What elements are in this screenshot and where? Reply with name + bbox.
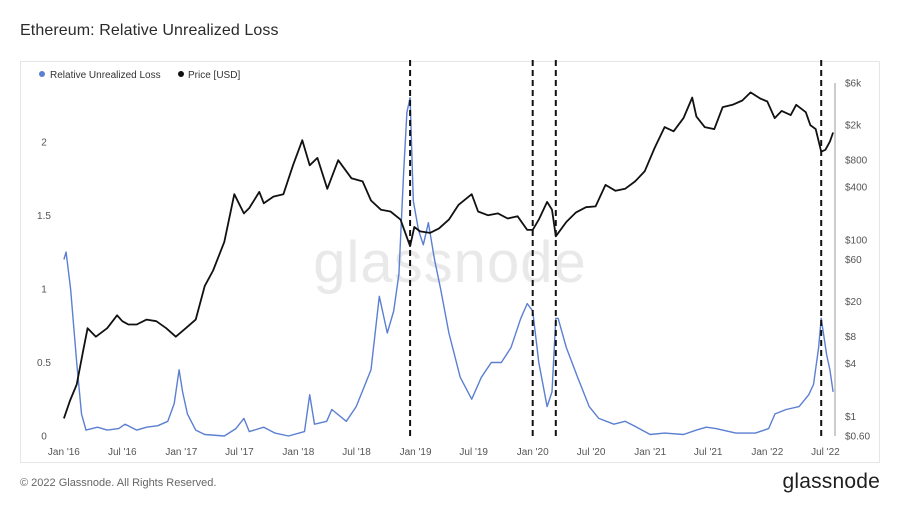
series-relative-unrealized-loss-line: [63, 97, 834, 437]
x-tick-label: Jul '20: [577, 447, 606, 458]
series-price-line: [63, 91, 834, 419]
y-right-tick-label: $6k: [845, 79, 862, 90]
watermark-text: glassnode: [313, 230, 586, 295]
y-left-tick-label: 0.5: [37, 358, 51, 369]
y-right-tick-label: $60: [845, 255, 862, 266]
x-tick-label: Jul '19: [459, 447, 488, 458]
legend-price-marker: [178, 71, 184, 77]
legend-loss-marker: [39, 71, 45, 77]
x-tick-label: Jan '18: [282, 447, 314, 458]
legend-loss-label[interactable]: Relative Unrealized Loss: [50, 70, 161, 81]
y-left-tick-label: 2: [41, 137, 47, 148]
y-left-axis: 0 0.5 1 1.5 2: [37, 137, 51, 442]
x-tick-label: Jan '19: [400, 447, 432, 458]
x-tick-label: Jan '20: [517, 447, 549, 458]
y-right-tick-label: $4: [845, 359, 857, 370]
x-tick-label: Jul '18: [342, 447, 371, 458]
x-axis: Jan '16 Jul '16 Jan '17 Jul '17 Jan '18 Jul '…: [48, 447, 840, 458]
y-right-axis: $0.60 $1 $4 $8 $20 $60 $100 $400 $800 $2k $6k: [845, 79, 870, 443]
x-tick-label: Jul '22: [811, 447, 840, 458]
page-title: Ethereum: Relative Unrealized Loss: [20, 22, 279, 39]
y-right-tick-label: $8: [845, 332, 857, 343]
x-tick-label: Jul '17: [225, 447, 254, 458]
x-tick-label: Jan '22: [751, 447, 783, 458]
footer-copyright: © 2022 Glassnode. All Rights Reserved.: [20, 477, 217, 489]
y-right-tick-label: $20: [845, 297, 862, 308]
legend-price-label[interactable]: Price [USD]: [188, 70, 240, 81]
y-right-tick-label: $1: [845, 412, 857, 423]
y-right-tick-label: $800: [845, 156, 868, 167]
event-lines: [409, 60, 823, 440]
x-tick-label: Jul '16: [108, 447, 137, 458]
y-right-tick-label: $2k: [845, 121, 862, 132]
y-right-tick-label: $400: [845, 182, 868, 193]
y-left-tick-label: 1.5: [37, 211, 51, 222]
x-tick-label: Jan '17: [165, 447, 197, 458]
y-right-tick-label: $0.60: [845, 432, 870, 443]
y-left-tick-label: 0: [41, 432, 47, 443]
y-left-tick-label: 1: [41, 284, 47, 295]
footer-logo[interactable]: glassnode: [782, 470, 880, 493]
legend[interactable]: Relative Unrealized Loss Price [USD]: [39, 70, 240, 81]
x-tick-label: Jan '21: [634, 447, 666, 458]
x-tick-label: Jan '16: [48, 447, 80, 458]
y-right-tick-label: $100: [845, 235, 868, 246]
chart-frame: [20, 61, 880, 463]
x-tick-label: Jul '21: [694, 447, 723, 458]
